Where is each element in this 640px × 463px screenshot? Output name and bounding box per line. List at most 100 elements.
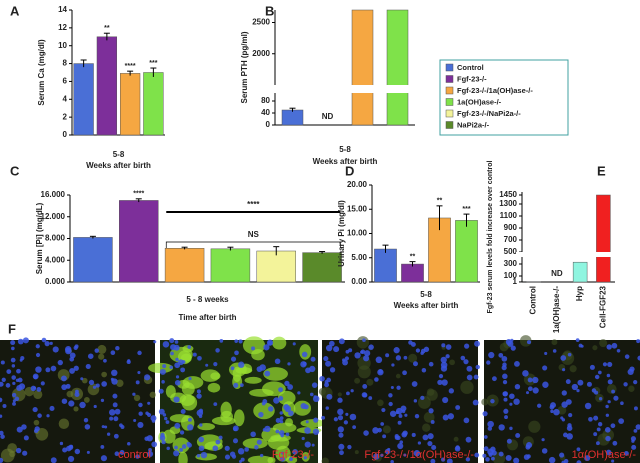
nucleus [395, 410, 400, 414]
nucleus [292, 342, 296, 346]
nucleus [510, 345, 516, 351]
nucleus [491, 450, 497, 456]
nucleus [69, 352, 76, 359]
nucleus [566, 425, 573, 431]
bar [572, 261, 588, 283]
nucleus [463, 417, 470, 424]
value-label: ND [322, 112, 334, 121]
y-tick-label: 20.00 [347, 180, 368, 189]
nucleus [147, 401, 151, 405]
significance: **** [247, 200, 260, 209]
nucleus [339, 450, 344, 456]
stain [602, 429, 615, 441]
legend-swatch [445, 98, 454, 106]
stain [33, 389, 43, 400]
nucleus [613, 395, 619, 401]
bar [596, 194, 611, 283]
nucleus [196, 393, 202, 399]
nucleus [522, 370, 529, 377]
legend-label: NaPi2a-/- [457, 120, 490, 129]
nucleus [22, 450, 28, 456]
nucleus [362, 383, 368, 389]
bar [73, 237, 113, 283]
nucleus [548, 456, 556, 463]
panel-letter: D [345, 163, 354, 178]
nucleus [430, 458, 436, 463]
nucleus [550, 402, 556, 409]
bar [302, 252, 342, 283]
nucleus [86, 450, 90, 454]
nucleus [337, 426, 344, 433]
nucleus [490, 456, 495, 461]
nucleus [67, 455, 75, 463]
y-tick-label: 700 [504, 235, 518, 244]
nucleus [363, 430, 369, 436]
y-tick-label: 100 [504, 271, 518, 280]
nucleus [604, 427, 611, 433]
nucleus [275, 429, 280, 434]
nucleus [441, 343, 446, 348]
y-tick-label: 1300 [499, 199, 517, 208]
nucleus [602, 362, 608, 367]
nucleus [275, 417, 281, 424]
stain [251, 349, 265, 361]
nucleus [415, 348, 421, 353]
nucleus [541, 438, 545, 442]
nucleus [173, 396, 180, 403]
stain [423, 411, 435, 423]
nucleus [304, 441, 311, 448]
nucleus [501, 355, 508, 362]
nucleus [196, 453, 201, 458]
nucleus [611, 342, 618, 349]
nucleus [192, 352, 197, 357]
stain [285, 418, 294, 427]
nucleus [364, 350, 371, 357]
nucleus [132, 392, 136, 396]
nucleus [427, 433, 434, 440]
x-tick-label: Control [529, 286, 538, 314]
nucleus [465, 436, 472, 443]
legend-swatch [445, 109, 454, 118]
nucleus [250, 431, 256, 438]
stain [557, 405, 567, 415]
nucleus [301, 436, 305, 441]
nucleus [285, 432, 290, 437]
nucleus [259, 364, 266, 371]
nucleus [329, 367, 336, 373]
nucleus [576, 460, 582, 463]
nucleus [542, 365, 548, 371]
nucleus [10, 340, 16, 346]
nucleus [50, 365, 57, 372]
bar [401, 263, 424, 283]
nucleus [215, 348, 220, 353]
y-tick-label: 12 [58, 23, 67, 32]
nucleus [607, 361, 613, 368]
nucleus [162, 341, 170, 348]
x-axis-label: Time after birth [178, 313, 236, 322]
nucleus [20, 356, 25, 361]
y-tick-label: 900 [504, 223, 518, 232]
y-tick-label: 0.000 [45, 277, 66, 286]
nucleus [380, 453, 384, 457]
stain [272, 336, 287, 350]
nucleus [313, 417, 319, 423]
nucleus [114, 408, 121, 415]
nucleus [101, 381, 107, 387]
nucleus [372, 427, 379, 434]
nucleus [80, 377, 84, 381]
nucleus [637, 355, 640, 361]
stain [377, 399, 384, 407]
nucleus [442, 396, 449, 404]
nucleus [11, 375, 16, 380]
stain [366, 378, 374, 386]
nucleus [594, 374, 600, 380]
nucleus [135, 454, 140, 459]
panel-letter: B [265, 3, 274, 18]
nucleus [588, 416, 593, 422]
stain [356, 336, 370, 349]
nucleus [423, 346, 430, 353]
y-tick-label: 2 [63, 112, 68, 121]
nucleus [284, 380, 290, 387]
nucleus [0, 397, 3, 403]
stain [337, 392, 342, 397]
